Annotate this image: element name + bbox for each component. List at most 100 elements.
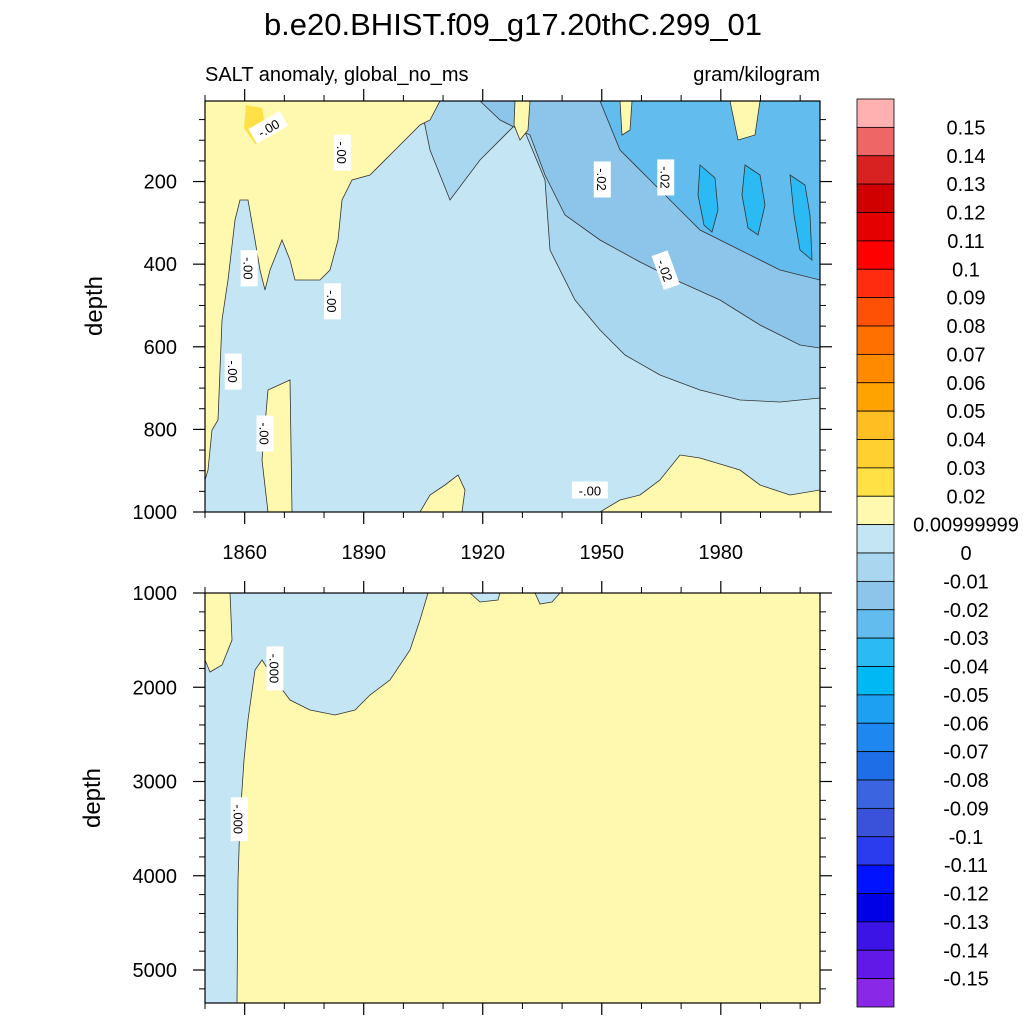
- colorbar-label: -0.05: [943, 685, 989, 707]
- x-tick-label: 1920: [460, 542, 505, 564]
- top-y-axis-tick-labels: 200 400 600 800 1000: [133, 172, 178, 524]
- y-tick-label: 2000: [133, 677, 178, 699]
- colorbar-swatch: [856, 609, 895, 639]
- top-panel-depth-time-plot: 1860 1890 1920 1950 1980 200 400 600 800 1000 -.…: [81, 89, 832, 564]
- region-right-minus0.05: [697, 164, 813, 261]
- colorbar-swatch: [856, 297, 895, 327]
- colorbar-label: 0.08: [947, 316, 986, 338]
- colorbar-swatch: [856, 410, 895, 440]
- colorbar-label: 0.14: [947, 146, 986, 168]
- colorbar-label: -0.04: [943, 657, 989, 679]
- contour-label-bg: [266, 646, 284, 691]
- contour-label: -.00: [240, 250, 258, 287]
- contour-label: -.000: [266, 646, 284, 691]
- contour-label: -.00: [323, 283, 341, 320]
- contour-label-bg: [248, 111, 289, 144]
- contour-label: -.00: [571, 481, 608, 499]
- colorbar-label: 0.05: [947, 401, 986, 423]
- colorbar-label: -0.13: [943, 912, 989, 934]
- region-topright-positive-patch: [513, 101, 761, 141]
- colorbar-label: -0.11: [944, 855, 988, 877]
- colorbar-label: 0.00999999: [913, 515, 1019, 537]
- bottom-panel-frame: [204, 592, 821, 1004]
- y-tick-label: 800: [144, 419, 177, 441]
- bottom-y-axis-label: depth: [79, 768, 106, 828]
- contour-label-text: -.00: [579, 484, 601, 499]
- contour-label-bg: [256, 415, 274, 452]
- contour-label-bg: [593, 161, 611, 198]
- bottom-y-axis-tick-labels: 1000 2000 3000 4000 5000: [133, 583, 178, 982]
- colorbar-labels: 0.15 0.14 0.13 0.12 0.11 0.1 0.09 0.08 0.07 0.06 0…: [913, 117, 1019, 990]
- contour-label-bg: [657, 159, 675, 196]
- colorbar-swatch: [856, 524, 895, 554]
- colorbar-swatch: [856, 98, 895, 128]
- contour-label-bg: [230, 797, 248, 842]
- contour-label-text: -.00: [334, 141, 349, 163]
- colorbar-label: 0.15: [947, 117, 986, 139]
- colorbar-swatch: [856, 240, 895, 270]
- colorbar-label: -0.01: [943, 571, 989, 593]
- contour-label-text: -.00: [241, 257, 256, 279]
- contour-label-bg: [224, 353, 242, 390]
- colorbar-swatch: [856, 978, 895, 1008]
- colorbar-swatch: [856, 779, 895, 809]
- contour-label-text: -.00: [225, 360, 240, 382]
- contour-label-bg: [651, 250, 680, 291]
- contour-label: -.02: [657, 159, 675, 196]
- colorbar-label: -0.08: [943, 770, 989, 792]
- contour-label-text: -.02: [654, 257, 676, 283]
- y-tick-label: 600: [144, 337, 177, 359]
- contour-label: -.00: [256, 415, 274, 452]
- colorbar-swatch: [856, 212, 895, 242]
- colorbar-label: -0.15: [943, 969, 989, 991]
- colorbar-label: -0.09: [943, 798, 989, 820]
- top-x-axis-tick-labels: 1860 1890 1920 1950 1980: [222, 542, 743, 564]
- chart-units-label: gram/kilogram: [693, 64, 820, 86]
- colorbar-swatch: [856, 325, 895, 355]
- colorbar-swatch: [856, 722, 895, 753]
- contour-label: -.000: [230, 797, 248, 842]
- contour-label-text: -.02: [594, 168, 609, 190]
- contour-label-text: -.00: [257, 422, 272, 444]
- top-panel-fill: [205, 101, 820, 512]
- colorbar-label: 0.12: [947, 203, 986, 225]
- colorbar-swatch: [856, 949, 895, 980]
- x-tick-label: 1980: [699, 542, 744, 564]
- chart-subtitle-left: SALT anomaly, global_no_ms: [205, 64, 469, 86]
- colorbar-label: 0.11: [947, 231, 984, 253]
- colorbar-swatch: [856, 183, 895, 213]
- y-tick-label: 4000: [133, 866, 178, 888]
- contour-label: -.00: [333, 134, 351, 171]
- colorbar-label: -0.1: [949, 827, 983, 849]
- colorbar-label: -0.03: [943, 628, 989, 650]
- colorbar-label: 0.03: [947, 458, 986, 480]
- colorbar-swatch: [856, 495, 895, 526]
- colorbar-label: -0.12: [943, 884, 989, 906]
- colorbar-label: 0.04: [947, 430, 986, 452]
- colorbar-swatch: [856, 382, 895, 412]
- y-tick-label: 200: [144, 172, 177, 194]
- y-tick-label: 1000: [133, 502, 178, 524]
- contour-label-text: -.00: [324, 290, 339, 312]
- colorbar-label: 0.13: [947, 174, 986, 196]
- contour-label-text: -.02: [657, 166, 672, 188]
- colorbar-swatch: [856, 467, 895, 497]
- colorbar-label: 0.06: [947, 373, 986, 395]
- colorbar-swatch: [856, 439, 895, 469]
- colorbar-swatch: [856, 694, 895, 724]
- colorbar-label: 0: [960, 543, 971, 565]
- colorbar-swatch: [856, 807, 895, 838]
- colorbar-label: 0.02: [947, 486, 986, 508]
- colorbar-swatch: [856, 155, 895, 185]
- colorbar-swatch: [856, 268, 895, 299]
- colorbar-label: 0.07: [947, 344, 986, 366]
- y-tick-label: 400: [144, 254, 177, 276]
- top-y-axis-ticks: [193, 119, 832, 513]
- colorbar-swatch: [856, 864, 895, 894]
- y-tick-label: 1000: [133, 583, 178, 605]
- colorbar-swatch: [856, 921, 895, 951]
- x-tick-label: 1950: [580, 542, 625, 564]
- contour-label-bg: [333, 134, 351, 171]
- contour-label: -.00: [224, 353, 242, 390]
